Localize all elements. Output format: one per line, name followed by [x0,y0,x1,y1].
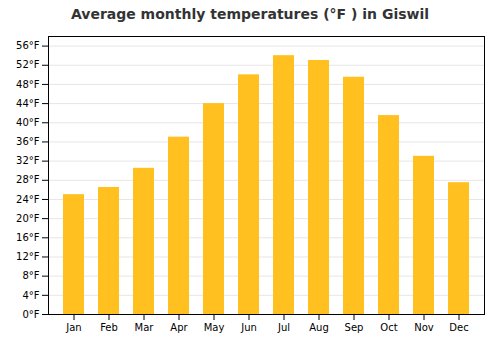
svg-text:Jun: Jun [240,322,257,333]
svg-text:Feb: Feb [100,322,118,333]
svg-text:40°F: 40°F [16,117,40,128]
svg-text:Jul: Jul [277,322,290,333]
svg-text:12°F: 12°F [16,251,40,262]
svg-text:44°F: 44°F [16,98,40,109]
svg-text:8°F: 8°F [22,270,39,281]
svg-text:48°F: 48°F [16,79,40,90]
svg-text:16°F: 16°F [16,232,40,243]
svg-text:Oct: Oct [380,322,397,333]
svg-text:24°F: 24°F [16,194,40,205]
svg-text:Mar: Mar [135,322,155,333]
svg-text:May: May [204,322,225,333]
svg-text:20°F: 20°F [16,213,40,224]
svg-text:Apr: Apr [170,322,188,333]
svg-text:Jan: Jan [65,322,81,333]
svg-text:28°F: 28°F [16,174,40,185]
svg-text:Sep: Sep [345,322,364,333]
svg-text:Aug: Aug [309,322,329,333]
svg-text:32°F: 32°F [16,155,40,166]
svg-text:Nov: Nov [414,322,434,333]
svg-text:52°F: 52°F [16,59,40,70]
svg-text:56°F: 56°F [16,40,40,51]
svg-text:Dec: Dec [449,322,468,333]
svg-text:0°F: 0°F [22,309,39,320]
svg-text:4°F: 4°F [22,290,39,301]
html-text:Average monthly temperatures (: Average monthly temperatures (°F ) in Gi… [70,6,430,22]
svg-text:36°F: 36°F [16,136,40,147]
